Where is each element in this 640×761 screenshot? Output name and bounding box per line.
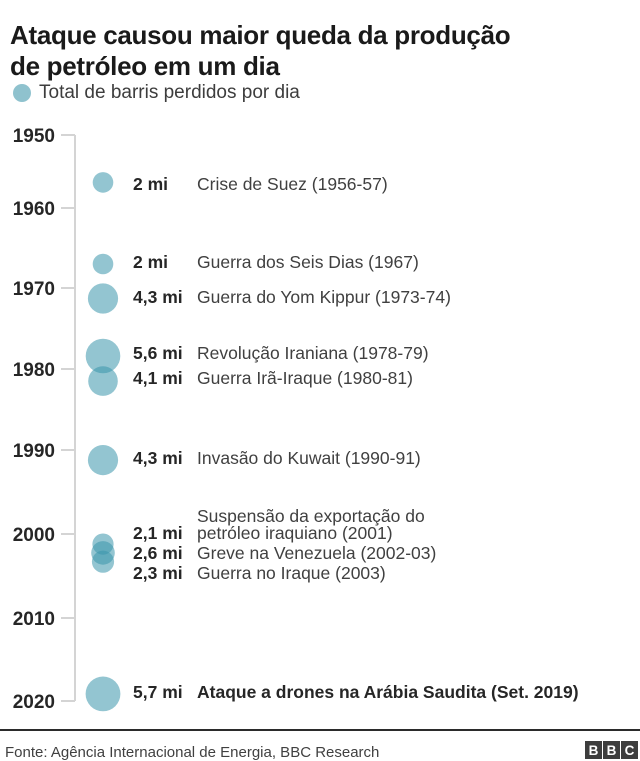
legend-label: Total de barris perdidos por dia — [39, 82, 300, 103]
value-label: 2,1 mi — [133, 523, 183, 543]
event-label: Ataque a drones na Arábia Saudita (Set. … — [197, 682, 579, 702]
bbc-logo-block-b1: B — [585, 741, 602, 759]
bbc-logo-block-c: C — [621, 741, 638, 759]
axis-tick-label-2020: 2020 — [13, 692, 55, 713]
value-label: 4,3 mi — [133, 287, 183, 307]
event-row-8: 2,3 mi Guerra no Iraque (2003) — [0, 562, 640, 584]
bubble-point-1 — [92, 253, 114, 275]
bbc-logo-block-b2: B — [603, 741, 620, 759]
value-label: 4,3 mi — [133, 448, 183, 468]
value-label: 2 mi — [133, 174, 169, 194]
event-row-3: 5,6 mi Revolução Iraniana (1978-79) — [0, 342, 640, 364]
bubble-point-2 — [87, 283, 119, 314]
event-label: Invasão do Kuwait (1990-91) — [197, 448, 421, 468]
axis-tick-label-1960: 1960 — [13, 199, 55, 220]
page-title: Ataque causou maior queda da produção de… — [10, 20, 511, 82]
axis-tick-label-2000: 2000 — [13, 525, 55, 546]
page-title-line2: de petróleo em um dia — [10, 51, 280, 82]
event-row-7: 2,6 mi Greve na Venezuela (2002-03) — [0, 542, 640, 564]
event-label: petróleo iraquiano (2001) — [197, 523, 393, 543]
legend: Total de barris perdidos por dia — [13, 83, 300, 102]
value-label: 5,7 mi — [133, 682, 183, 702]
event-label: Revolução Iraniana (1978-79) — [197, 343, 429, 363]
axis-tick-label-1970: 1970 — [13, 279, 55, 300]
bubble-point-9 — [85, 676, 121, 712]
event-row-6: 2,1 mi petróleo iraquiano (2001) — [0, 522, 640, 544]
event-row-6: Suspensão da exportação do — [0, 505, 640, 527]
page-title-line1: Ataque causou maior queda da produção — [10, 20, 511, 51]
axis-tick-label-2010: 2010 — [13, 609, 55, 630]
value-label: 5,6 mi — [133, 343, 183, 363]
bubble-point-8 — [91, 550, 115, 573]
event-label: Crise de Suez (1956-57) — [197, 174, 388, 194]
axis-tick-label-1950: 1950 — [13, 126, 55, 147]
event-label: Greve na Venezuela (2002-03) — [197, 543, 437, 563]
event-row-0: 2 mi Crise de Suez (1956-57) — [0, 173, 640, 195]
bbc-logo: B B C — [584, 741, 638, 759]
value-label: 2,3 mi — [133, 563, 183, 583]
bubble-point-0 — [92, 172, 114, 193]
bubble-point-4 — [88, 366, 118, 396]
footer-divider — [0, 729, 640, 731]
bubble-point-3 — [85, 338, 121, 374]
bubble-point-5 — [87, 445, 119, 476]
event-row-1: 2 mi Guerra dos Seis Dias (1967) — [0, 251, 640, 273]
event-row-5: 4,3 mi Invasão do Kuwait (1990-91) — [0, 447, 640, 469]
value-label: 2,6 mi — [133, 543, 183, 563]
value-label: 4,1 mi — [133, 368, 183, 388]
event-label: Guerra no Iraque (2003) — [197, 563, 386, 583]
legend-dot-icon — [13, 83, 31, 102]
event-label: Suspensão da exportação do — [197, 506, 425, 526]
axis-tick-label-1980: 1980 — [13, 360, 55, 381]
event-label: Guerra do Yom Kippur (1973-74) — [197, 287, 451, 307]
axis-tick-label-1990: 1990 — [13, 441, 55, 462]
event-row-2: 4,3 mi Guerra do Yom Kippur (1973-74) — [0, 286, 640, 308]
event-row-4: 4,1 mi Guerra Irã-Iraque (1980-81) — [0, 367, 640, 389]
value-label: 2 mi — [133, 252, 169, 272]
event-label: Guerra dos Seis Dias (1967) — [197, 252, 419, 272]
source-text: Fonte: Agência Internacional de Energia,… — [5, 744, 380, 761]
event-label: Guerra Irã-Iraque (1980-81) — [197, 368, 413, 388]
event-row-9: 5,7 mi Ataque a drones na Arábia Saudita … — [0, 681, 640, 703]
